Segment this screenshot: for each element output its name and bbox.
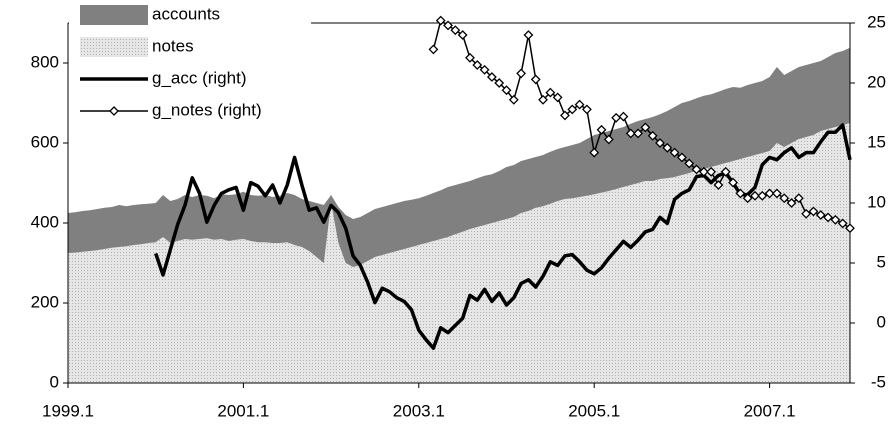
y2-tick-label: 0 [877, 312, 886, 331]
area [68, 123, 850, 383]
legend-label: g_acc (right) [152, 68, 246, 87]
marker [611, 112, 622, 123]
x-tick-label: 2005.1 [568, 401, 620, 420]
area [68, 47, 850, 267]
marker [669, 147, 680, 158]
marker [793, 193, 804, 204]
marker [735, 188, 746, 199]
x-tick-label: 2003.1 [393, 401, 445, 420]
marker [698, 166, 709, 177]
marker [501, 85, 512, 96]
marker [655, 138, 665, 148]
y-tick-label: 400 [31, 212, 59, 231]
marker [691, 164, 702, 175]
marker [479, 64, 490, 75]
marker [428, 44, 439, 55]
marker [457, 30, 468, 40]
marker [486, 72, 497, 82]
legend-swatch [80, 37, 148, 57]
x-tick-label: 2007.1 [744, 401, 796, 420]
x-tick-label: 1999.1 [42, 401, 94, 420]
y2-tick-label: 15 [867, 132, 886, 151]
y-tick-label: 600 [31, 132, 59, 151]
y2-tick-label: 5 [877, 252, 886, 271]
marker [472, 60, 483, 70]
marker [640, 122, 651, 133]
marker [786, 198, 797, 208]
marker [618, 111, 629, 122]
marker [574, 99, 585, 110]
marker [837, 218, 848, 229]
marker [465, 52, 475, 63]
legend-label: notes [152, 36, 194, 55]
marker [662, 142, 673, 153]
marker [435, 15, 446, 26]
marker [728, 177, 738, 188]
marker [508, 94, 519, 105]
marker [523, 30, 534, 40]
marker [830, 214, 841, 225]
marker [589, 147, 600, 158]
x-tick-label: 2001.1 [217, 401, 269, 420]
marker [764, 188, 775, 199]
marker [757, 190, 768, 201]
marker [633, 128, 643, 139]
marker [552, 92, 563, 103]
y-tick-label: 0 [50, 372, 59, 391]
legend-label: g_notes (right) [152, 100, 262, 119]
legend-label: accounts [152, 4, 220, 23]
marker [567, 104, 578, 115]
marker [684, 158, 695, 169]
marker [742, 193, 753, 204]
legend: accounts notes g_acc (right) g_notes (right… [69, 0, 311, 124]
marker [720, 166, 731, 177]
marker [750, 190, 760, 201]
marker [545, 87, 556, 98]
marker [596, 124, 607, 135]
marker [676, 152, 687, 163]
legend-swatch [80, 5, 148, 25]
marker [779, 193, 790, 204]
marker [450, 25, 461, 36]
marker [538, 94, 548, 105]
marker [516, 68, 527, 79]
marker [713, 180, 724, 190]
marker [647, 130, 658, 141]
y2-tick-label: 25 [867, 12, 886, 31]
marker [494, 78, 505, 88]
marker [560, 110, 570, 121]
marker [823, 212, 833, 223]
marker [845, 223, 855, 234]
marker [603, 134, 614, 145]
marker [581, 104, 592, 115]
y-tick-label: 800 [31, 52, 59, 71]
marker [815, 210, 826, 220]
y2-tick-label: 20 [867, 72, 886, 91]
marker [771, 188, 782, 199]
legend-marker [109, 106, 119, 116]
marker [443, 20, 453, 31]
marker [706, 166, 717, 177]
line [432, 19, 851, 229]
marker [801, 208, 812, 219]
y-tick-label: 200 [31, 292, 59, 311]
y2-tick-label: -5 [871, 372, 886, 391]
marker [808, 206, 819, 217]
marker [625, 128, 636, 139]
y2-tick-label: 10 [867, 192, 886, 211]
marker [530, 74, 541, 85]
